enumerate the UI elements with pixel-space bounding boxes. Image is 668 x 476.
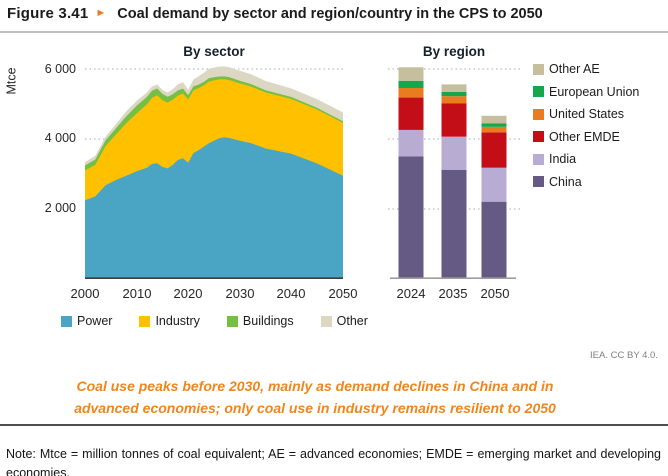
- legend-label: Buildings: [242, 314, 294, 328]
- license-credit: IEA. CC BY 4.0.: [590, 350, 658, 361]
- bar-2050-united-states: [481, 126, 507, 133]
- legend-label: India: [549, 152, 577, 166]
- bar-2024-other-emde: [398, 97, 424, 130]
- india-swatch-icon: [533, 153, 544, 165]
- european-union-swatch-icon: [533, 86, 544, 97]
- x-tick: 2050: [480, 286, 510, 301]
- china-swatch-icon: [533, 176, 544, 187]
- legend-label: European Union: [549, 84, 640, 99]
- x-tick: 2050: [328, 286, 358, 301]
- header-divider: [0, 31, 668, 33]
- legend-label: China: [549, 174, 582, 189]
- arrow-right-icon: ►: [95, 7, 107, 19]
- region-legend: Other AE European Union United States Ot…: [533, 62, 639, 189]
- x-tick: 2010: [122, 286, 152, 301]
- note-divider: [0, 424, 668, 426]
- bar-2050-european-union: [481, 123, 507, 127]
- y-tick-6000: 6 000: [44, 62, 76, 76]
- bar-2035-other-ae: [441, 84, 467, 92]
- figure-header: Figure 3.41 ► Coal demand by sector and re…: [7, 5, 661, 22]
- region-bar-chart: [388, 67, 520, 279]
- other-emde-swatch-icon: [533, 131, 544, 142]
- bar-2024-european-union: [398, 80, 424, 88]
- key-message-line-2: advanced economies; only coal use in ind…: [74, 400, 556, 416]
- figure-note: Note: Mtce = million tonnes of coal equi…: [6, 446, 661, 476]
- bar-2024-united-states: [398, 87, 424, 98]
- legend-item-power: Power: [61, 314, 112, 328]
- bar-2035-european-union: [441, 91, 467, 97]
- figure-title: Coal demand by sector and region/country…: [117, 6, 543, 22]
- bar-2035-china: [441, 170, 467, 279]
- bar-2035-united-states: [441, 96, 467, 104]
- bar-2050-india: [481, 167, 507, 202]
- x-tick: 2040: [276, 286, 306, 301]
- buildings-swatch-icon: [226, 315, 238, 327]
- figure-key-message: Coal use peaks before 2030, mainly as de…: [0, 375, 630, 419]
- legend-label: United States: [549, 107, 625, 121]
- key-message-line-1: Coal use peaks before 2030, mainly as de…: [76, 378, 554, 394]
- x-tick: 2024: [396, 286, 426, 301]
- bar-2050-china: [481, 201, 507, 279]
- bar-2035-india: [441, 136, 467, 170]
- other-swatch-icon: [320, 315, 332, 327]
- industry-swatch-icon: [139, 315, 151, 327]
- legend-item-other-ae: Other AE: [533, 62, 639, 76]
- bar-2024-china: [398, 156, 424, 279]
- other-ae-swatch-icon: [533, 63, 544, 75]
- x-tick: 2035: [438, 286, 468, 301]
- legend-label: Other AE: [549, 62, 600, 76]
- power-swatch-icon: [61, 315, 72, 327]
- legend-item-industry: Industry: [139, 314, 200, 328]
- bar-2050-other-emde: [481, 132, 507, 168]
- legend-item-india: India: [533, 152, 639, 166]
- bar-2024-other-ae: [398, 67, 424, 81]
- bar-2035-other-emde: [441, 103, 467, 137]
- sector-legend: Power Industry Buildings Other: [61, 314, 368, 328]
- legend-item-european-union: European Union: [533, 85, 639, 99]
- figure-label: Figure 3.41: [7, 5, 89, 22]
- y-axis-label: Mtce: [4, 67, 19, 95]
- bar-2050-other-ae: [481, 115, 507, 124]
- legend-label: Power: [77, 314, 113, 328]
- y-tick-2000: 2 000: [44, 201, 76, 215]
- x-tick: 2030: [225, 286, 255, 301]
- bar-2024-india: [398, 129, 424, 157]
- sector-chart-title: By sector: [183, 44, 245, 59]
- sector-area-chart: [85, 66, 343, 280]
- legend-item-buildings: Buildings: [226, 314, 294, 328]
- area-series-power: [85, 137, 343, 279]
- legend-item-other-emde: Other EMDE: [533, 130, 639, 144]
- legend-item-united-states: United States: [533, 107, 639, 121]
- y-tick-4000: 4 000: [44, 131, 76, 145]
- legend-label: Industry: [155, 314, 200, 328]
- legend-label: Other: [336, 314, 368, 328]
- legend-label: Other EMDE: [549, 129, 620, 144]
- united-states-swatch-icon: [533, 108, 544, 120]
- legend-item-other: Other: [320, 314, 368, 328]
- x-tick: 2000: [70, 286, 100, 301]
- legend-item-china: China: [533, 175, 639, 189]
- region-chart-title: By region: [422, 44, 486, 59]
- x-tick: 2020: [173, 286, 203, 301]
